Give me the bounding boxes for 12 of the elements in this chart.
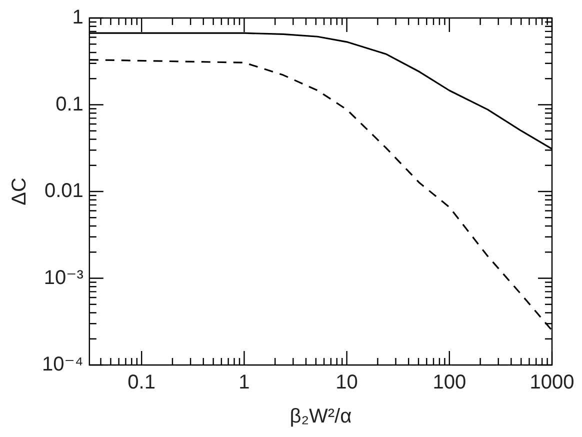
- y-tick-label: 0.01: [44, 180, 84, 202]
- y-tick-label: 10⁻⁴: [42, 354, 84, 376]
- x-axis-title: β₂W²/α: [290, 406, 352, 428]
- x-tick-label: 1: [238, 372, 250, 394]
- y-tick-label: 1: [72, 6, 84, 29]
- y-tick-label: 0.1: [56, 93, 84, 116]
- x-tick-label: 10: [336, 372, 358, 394]
- x-tick-label: 1000: [530, 372, 574, 394]
- x-tick-label: 0.1: [128, 372, 156, 394]
- x-tick-label: 100: [432, 372, 466, 394]
- y-axis-title: ΔC: [8, 178, 31, 206]
- y-tick-label: 10⁻³: [44, 266, 84, 289]
